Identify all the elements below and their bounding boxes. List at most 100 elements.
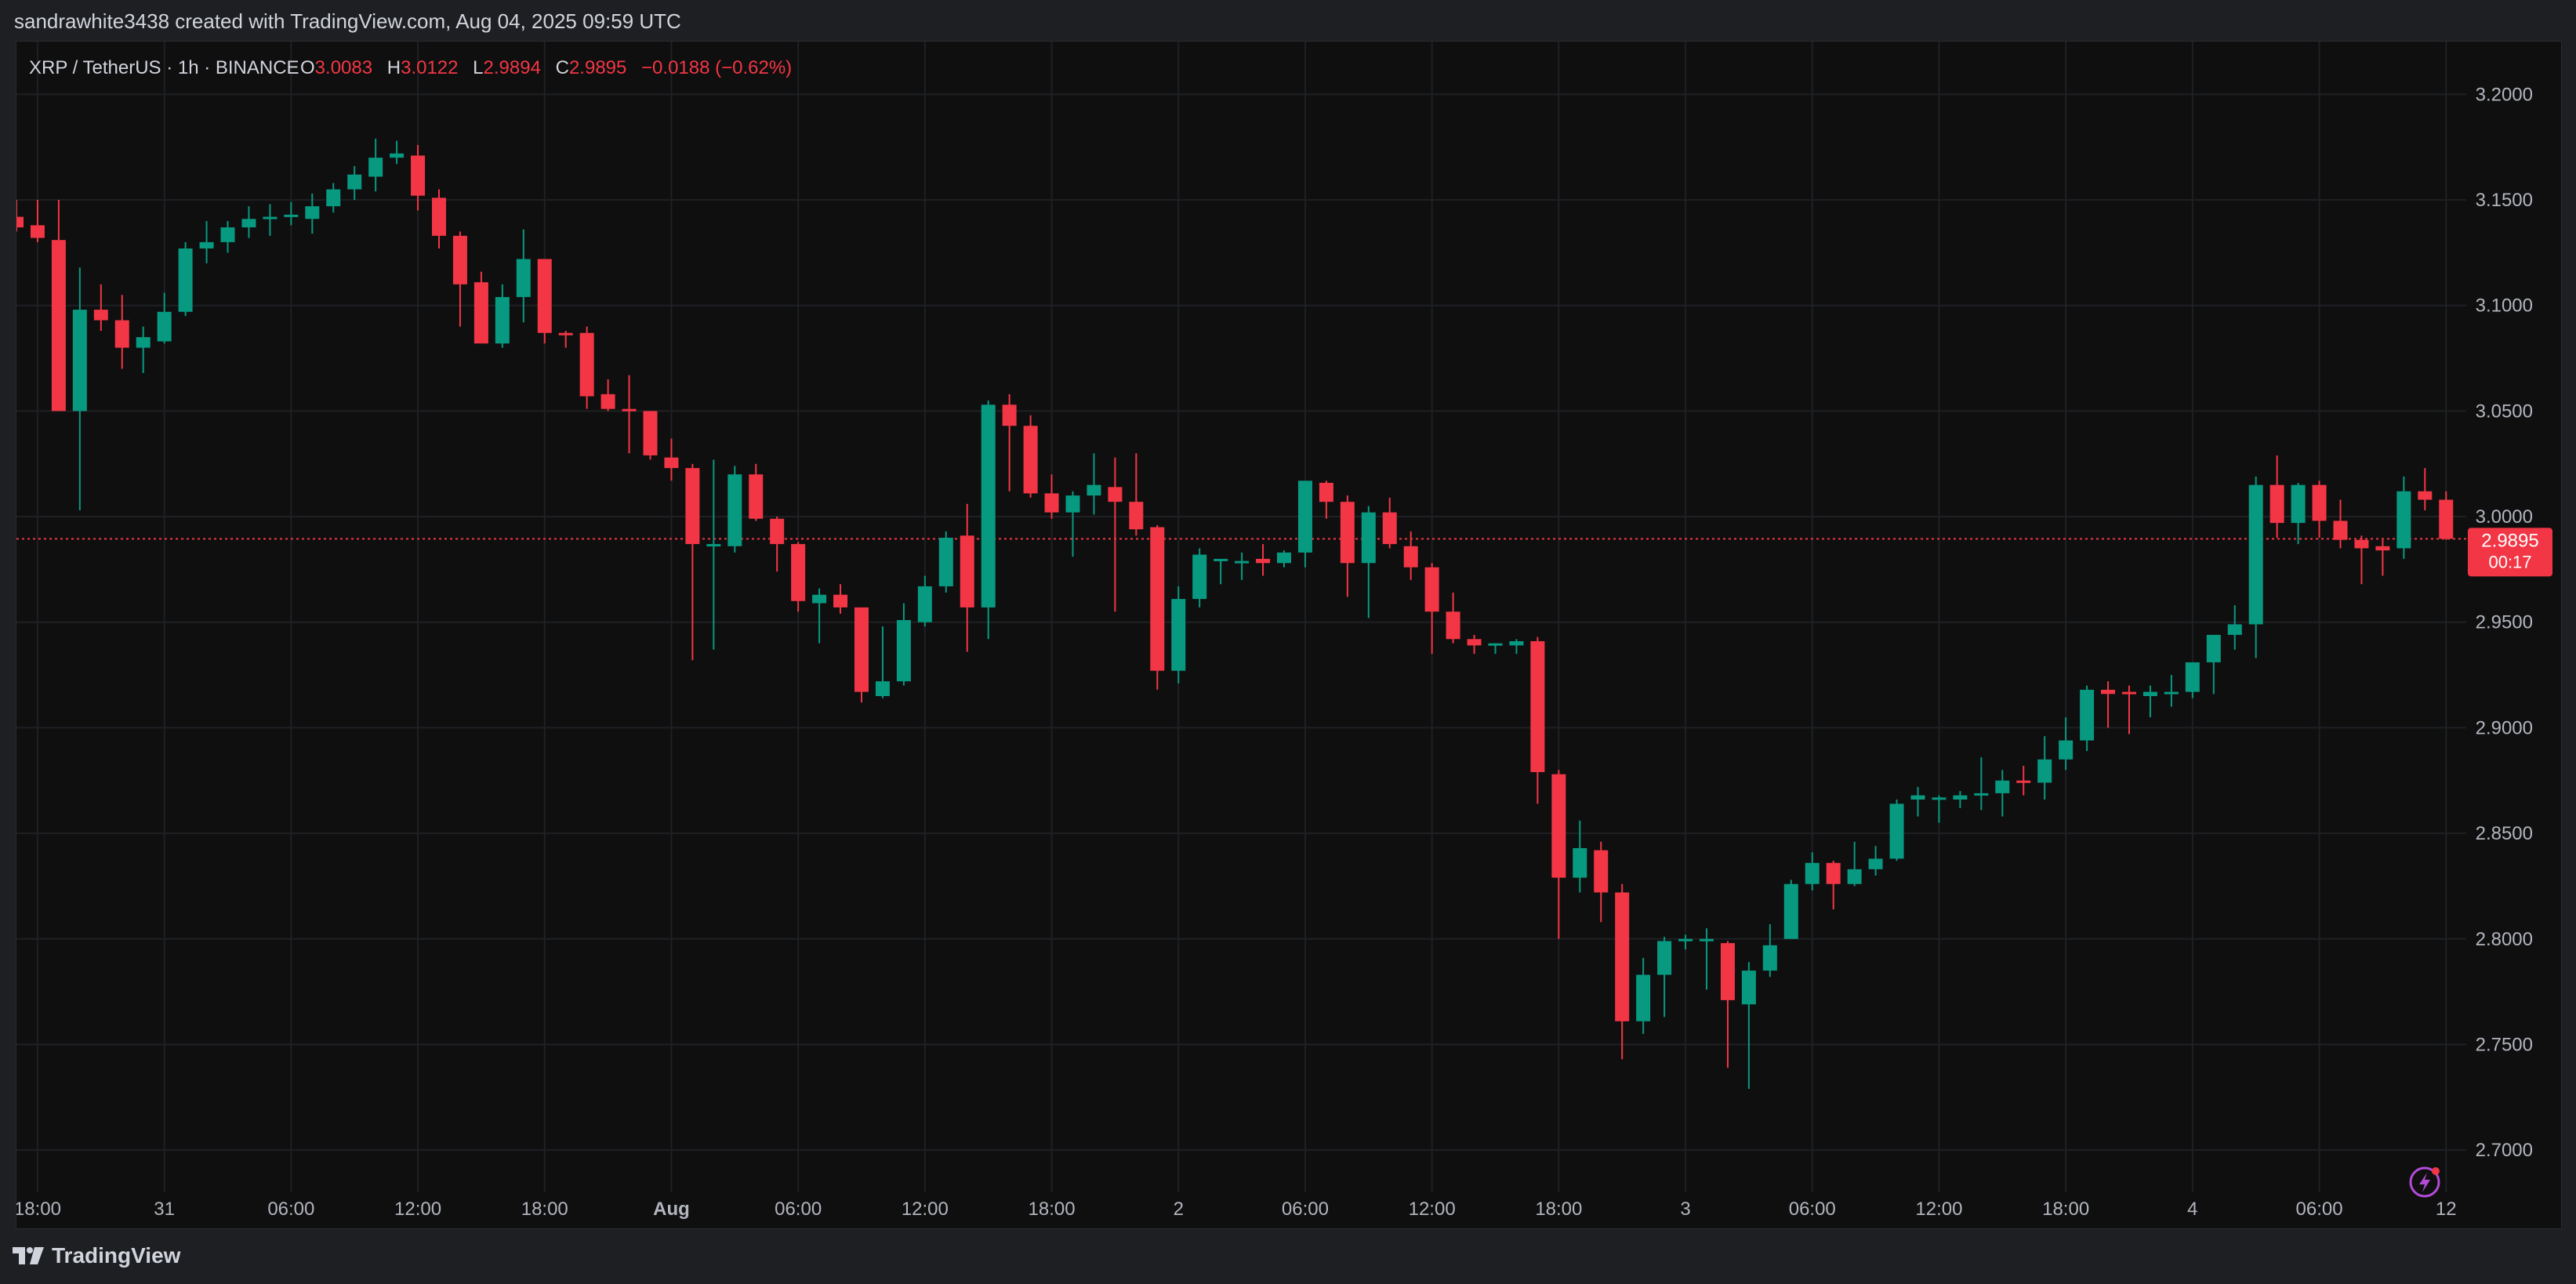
candle-body xyxy=(770,518,785,545)
candle-body xyxy=(727,474,742,546)
legend-symbol: XRP / TetherUS · 1h · BINANCE xyxy=(29,57,299,78)
candle xyxy=(1615,883,1630,1060)
price-tag-countdown: 00:17 xyxy=(2488,552,2531,571)
candle-body xyxy=(284,214,299,217)
candle xyxy=(1974,757,1989,811)
tradingview-logo[interactable]: TradingView xyxy=(13,1243,180,1268)
candle-body xyxy=(263,216,278,219)
y-tick-label: 3.1500 xyxy=(2476,190,2533,211)
candle xyxy=(727,466,742,553)
candle-body xyxy=(2059,740,2073,760)
candle-body xyxy=(2122,691,2136,695)
candle xyxy=(1509,639,1524,655)
candle xyxy=(1340,495,1355,597)
candle-body xyxy=(1551,774,1566,878)
x-tick-label: 06:00 xyxy=(2296,1199,2343,1220)
candle-body xyxy=(1382,512,1397,545)
candle xyxy=(1403,531,1418,580)
tradingview-logo-icon xyxy=(13,1247,44,1264)
candlestick-chart[interactable]: 3.2000 3.1500 3.1000 3.0500 3.0000 2.9500 2.90… xyxy=(9,42,2561,1228)
legend-ohlc: O3.0083 H3.0122 L2.9894 C2.9895 −0.0188 … xyxy=(300,57,792,78)
candle xyxy=(1783,880,1798,939)
candle xyxy=(896,603,911,686)
x-tick-label: 18:00 xyxy=(521,1199,568,1220)
candle xyxy=(1277,550,1291,568)
candle-body xyxy=(178,248,193,312)
candle-body xyxy=(199,241,214,248)
candle-body xyxy=(1678,938,1693,941)
candle-body xyxy=(812,594,827,604)
candle xyxy=(770,517,785,572)
candle-body xyxy=(854,607,869,692)
candle-body xyxy=(579,332,594,397)
candle-body xyxy=(2185,662,2200,692)
candle xyxy=(390,140,405,165)
candle-body xyxy=(157,311,172,342)
candle xyxy=(643,411,658,460)
candle xyxy=(2122,685,2136,734)
candle xyxy=(960,503,974,652)
candle-body xyxy=(1868,858,1883,869)
candle-body xyxy=(558,332,573,336)
candle-body xyxy=(1192,554,1207,600)
legend-open-value: 3.0083 xyxy=(315,57,372,78)
candle xyxy=(537,259,552,344)
candle-body xyxy=(2164,691,2179,695)
candle xyxy=(368,138,383,192)
candle xyxy=(2185,662,2200,698)
candle xyxy=(1382,497,1397,549)
candle xyxy=(1530,637,1545,804)
price-axis[interactable]: 3.2000 3.1500 3.1000 3.0500 3.0000 2.9500 2.90… xyxy=(2476,84,2533,1161)
candle-body xyxy=(1615,892,1630,1021)
candle-body xyxy=(685,468,700,545)
candle xyxy=(685,463,700,661)
candle xyxy=(558,331,573,348)
candle xyxy=(1297,481,1312,568)
candle-body xyxy=(93,310,108,321)
candle xyxy=(9,200,24,232)
candle xyxy=(600,379,615,412)
chart-frame[interactable]: 3.2000 3.1500 3.1000 3.0500 3.0000 2.9500 2.90… xyxy=(9,41,2562,1229)
candle xyxy=(833,584,848,614)
candle xyxy=(51,200,66,412)
candle-body xyxy=(1995,780,2010,793)
candle-body xyxy=(2101,689,2116,695)
candle-body xyxy=(495,296,510,344)
time-axis[interactable]: 18:00 31 06:00 12:00 18:00 Aug 06:00 12:00 18:00… xyxy=(14,1199,2457,1220)
lightning-icon[interactable] xyxy=(2409,1166,2440,1198)
candle xyxy=(1171,586,1186,684)
candle-body xyxy=(305,206,320,219)
price-tag-background xyxy=(2468,528,2552,577)
candle xyxy=(1805,852,1820,890)
candle-body xyxy=(1340,502,1355,564)
candle xyxy=(981,400,996,640)
candle-body xyxy=(1488,643,1503,646)
x-tick-label: 06:00 xyxy=(1282,1199,1329,1220)
y-tick-label: 2.8000 xyxy=(2476,929,2533,950)
x-tick-label: 3 xyxy=(1680,1199,1690,1220)
candle-body xyxy=(72,310,87,412)
candle-body xyxy=(1277,552,1291,564)
candle xyxy=(2248,476,2263,658)
candle xyxy=(157,292,172,344)
candle-body xyxy=(2375,546,2390,551)
y-tick-label: 3.0000 xyxy=(2476,506,2533,528)
candle xyxy=(938,531,953,593)
candle-body xyxy=(1826,862,1841,884)
y-tick-label: 2.9000 xyxy=(2476,717,2533,738)
x-tick-label: 12:00 xyxy=(1409,1199,1456,1220)
candle xyxy=(93,284,108,332)
candle xyxy=(1594,841,1609,923)
candle xyxy=(2312,481,2327,538)
candle xyxy=(1700,928,1714,990)
candle xyxy=(1108,457,1123,612)
candle xyxy=(875,626,890,698)
candle-body xyxy=(2037,759,2052,783)
candle xyxy=(473,271,488,344)
candle-body xyxy=(1910,795,1925,800)
candle xyxy=(72,267,87,510)
candle-body xyxy=(326,189,341,207)
candle xyxy=(305,193,320,234)
candle xyxy=(114,295,129,369)
candle xyxy=(1361,506,1376,618)
